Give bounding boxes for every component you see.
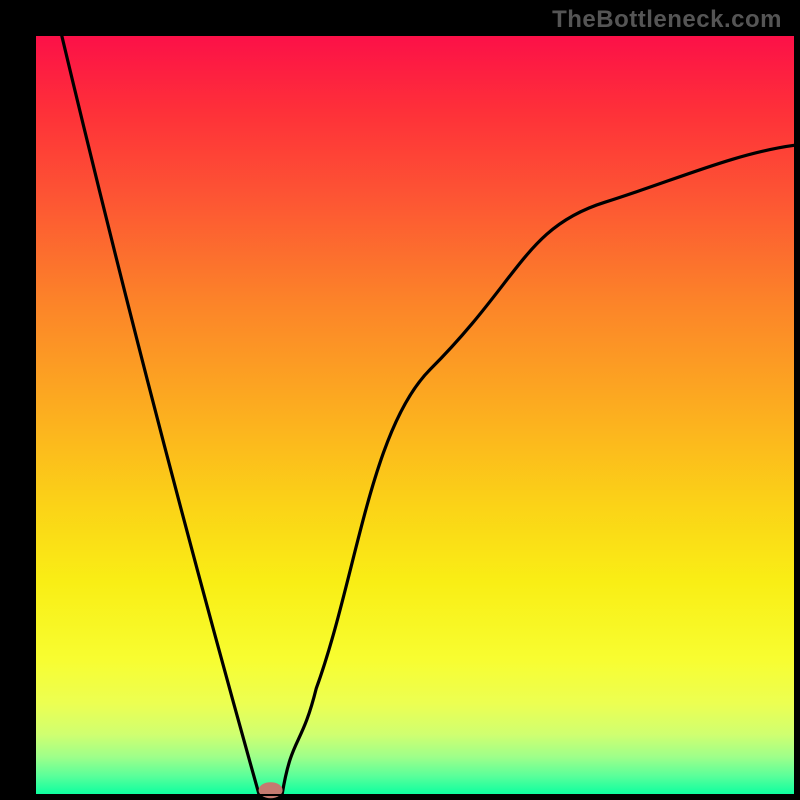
plot-gradient xyxy=(35,35,795,795)
watermark-text: TheBottleneck.com xyxy=(552,6,782,34)
bottleneck-chart xyxy=(0,0,800,800)
chart-wrapper: TheBottleneck.com xyxy=(0,0,800,800)
